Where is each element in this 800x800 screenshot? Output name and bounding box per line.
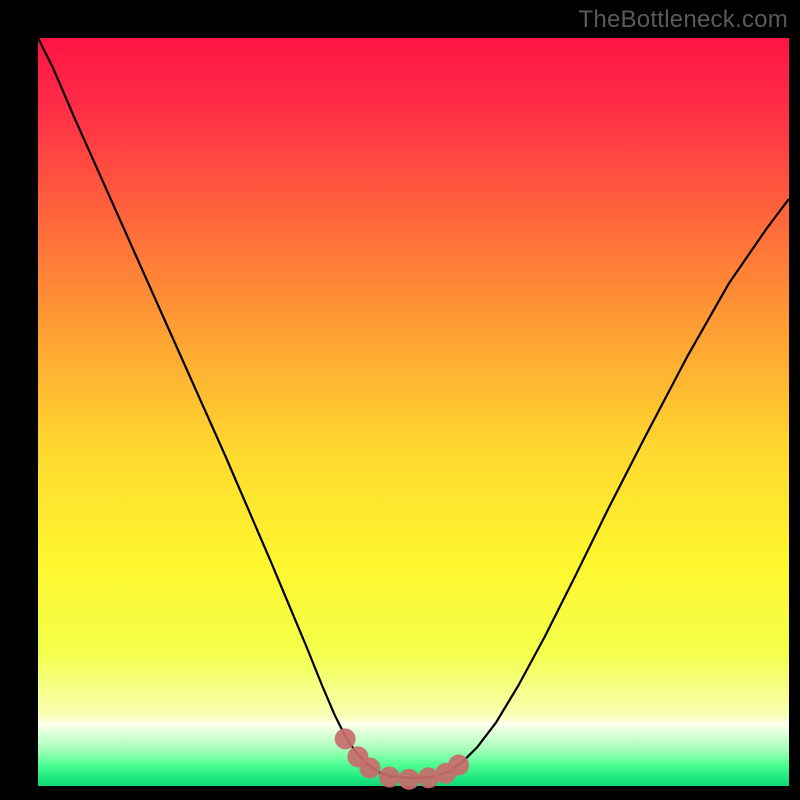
- gradient-background: [38, 38, 789, 786]
- bottleneck-chart: [0, 0, 800, 800]
